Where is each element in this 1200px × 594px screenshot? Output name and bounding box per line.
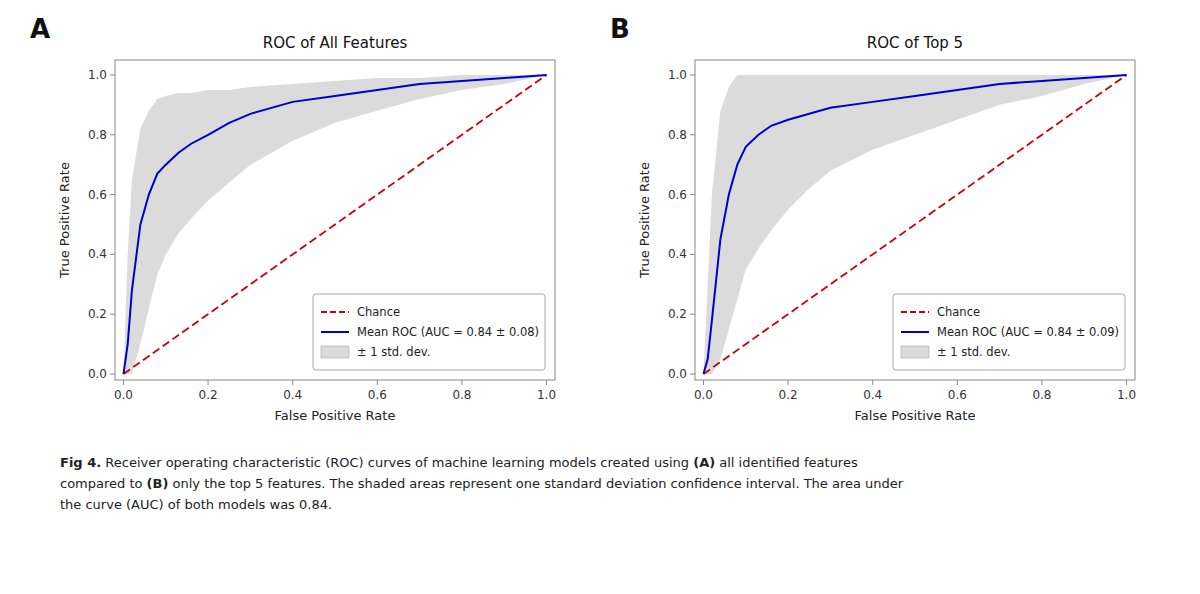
chance-line	[703, 75, 1126, 374]
y-tick-label: 0.6	[668, 188, 687, 202]
caption: Fig 4. Receiver operating characteristic…	[60, 452, 1170, 515]
x-tick	[957, 380, 958, 385]
x-tick	[1041, 380, 1042, 385]
x-tick-label: 0.2	[779, 388, 798, 402]
y-tick-label: 0.0	[668, 367, 687, 381]
y-tick	[690, 314, 695, 315]
caption-line: compared to (B) only the top 5 features.…	[60, 473, 1170, 494]
y-tick-label: 1.0	[88, 68, 107, 82]
panel-label: B	[610, 14, 630, 44]
x-axis-label: False Positive Rate	[275, 408, 396, 423]
caption-text: Fig 4.	[60, 455, 101, 470]
x-tick-label: 1.0	[1117, 388, 1136, 402]
plot-area	[695, 60, 1135, 380]
legend-swatch	[901, 346, 929, 358]
panel: 0.0 0.2 0.4 0.6 0.8 1.0 0.0 0.2 0.4 0.6 0.8 1.0 Fals…	[30, 14, 556, 423]
y-tick	[690, 374, 695, 375]
x-tick-label: 0.0	[114, 388, 133, 402]
legend-label: Chance	[357, 305, 400, 319]
y-tick-label: 0.0	[88, 367, 107, 381]
legend-box	[313, 294, 545, 370]
y-tick-label: 0.4	[668, 247, 687, 261]
x-tick	[123, 380, 124, 385]
x-tick-label: 0.4	[283, 388, 302, 402]
legend-swatch	[321, 311, 349, 313]
x-tick-label: 0.2	[199, 388, 218, 402]
y-tick	[690, 254, 695, 255]
legend: Chance Mean ROC (AUC = 0.84 ± 0.08) ± 1 st…	[313, 294, 545, 370]
std-band	[703, 75, 1126, 374]
y-tick	[690, 194, 695, 195]
legend-swatch	[901, 331, 929, 333]
chart-title: ROC of All Features	[263, 34, 408, 52]
caption-text: (A)	[693, 455, 715, 470]
x-tick-label: 0.0	[694, 388, 713, 402]
y-tick	[110, 134, 115, 135]
chance-line	[123, 75, 546, 374]
caption-line: the curve (AUC) of both models was 0.84.	[60, 494, 1170, 515]
y-tick-label: 0.2	[668, 307, 687, 321]
y-axis-label: True Positive Rate	[637, 162, 652, 279]
roc-line	[703, 75, 1126, 374]
x-tick-label: 0.8	[452, 388, 471, 402]
roc-line	[123, 75, 546, 374]
y-tick-label: 1.0	[668, 68, 687, 82]
y-tick-label: 0.6	[88, 188, 107, 202]
x-tick	[377, 380, 378, 385]
caption-line: Fig 4. Receiver operating characteristic…	[60, 452, 1170, 473]
legend-swatch	[321, 346, 349, 358]
legend-label: ± 1 std. dev.	[937, 345, 1010, 359]
x-tick-label: 0.4	[863, 388, 882, 402]
y-tick-label: 0.8	[88, 128, 107, 142]
y-tick	[110, 314, 115, 315]
x-tick-label: 0.8	[1032, 388, 1051, 402]
x-tick	[872, 380, 873, 385]
x-tick-label: 0.6	[368, 388, 387, 402]
x-tick-label: 0.6	[948, 388, 967, 402]
caption-text: the curve (AUC) of both models was 0.84.	[60, 497, 332, 512]
y-tick	[690, 74, 695, 75]
caption-text: compared to	[60, 476, 147, 491]
y-tick-label: 0.2	[88, 307, 107, 321]
caption-text: Receiver operating characteristic (ROC) …	[101, 455, 693, 470]
y-tick	[110, 374, 115, 375]
std-band	[123, 75, 546, 374]
y-tick	[110, 254, 115, 255]
x-tick	[292, 380, 293, 385]
legend-label: Mean ROC (AUC = 0.84 ± 0.09)	[937, 325, 1119, 339]
legend-swatch	[901, 311, 929, 313]
caption-text: (B)	[147, 476, 169, 491]
y-tick	[690, 134, 695, 135]
caption-text: all identified features	[715, 455, 858, 470]
legend-label: ± 1 std. dev.	[357, 345, 430, 359]
y-axis-label: True Positive Rate	[57, 162, 72, 279]
y-tick	[110, 74, 115, 75]
legend-label: Mean ROC (AUC = 0.84 ± 0.08)	[357, 325, 539, 339]
x-tick	[208, 380, 209, 385]
panel: 0.0 0.2 0.4 0.6 0.8 1.0 0.0 0.2 0.4 0.6 0.8 1.0 Fals…	[610, 14, 1136, 423]
charts: 0.0 0.2 0.4 0.6 0.8 1.0 0.0 0.2 0.4 0.6 0.8 1.0 Fals…	[0, 0, 1200, 445]
x-tick	[461, 380, 462, 385]
x-tick	[546, 380, 547, 385]
y-tick-label: 0.4	[88, 247, 107, 261]
data-group	[703, 75, 1126, 374]
plot-frame	[695, 60, 1135, 380]
y-tick	[110, 194, 115, 195]
x-tick	[788, 380, 789, 385]
x-tick-label: 1.0	[537, 388, 556, 402]
legend-swatch	[321, 331, 349, 333]
y-tick-label: 0.8	[668, 128, 687, 142]
x-axis-label: False Positive Rate	[855, 408, 976, 423]
legend-box	[893, 294, 1125, 370]
x-tick	[1126, 380, 1127, 385]
plot-frame	[115, 60, 555, 380]
legend: Chance Mean ROC (AUC = 0.84 ± 0.09) ± 1 st…	[893, 294, 1125, 370]
plot-area	[115, 60, 555, 380]
panel-label: A	[30, 14, 50, 44]
legend-label: Chance	[937, 305, 980, 319]
x-tick	[703, 380, 704, 385]
caption-text: only the top 5 features. The shaded area…	[168, 476, 903, 491]
data-group	[123, 75, 546, 374]
chart-title: ROC of Top 5	[867, 34, 963, 52]
